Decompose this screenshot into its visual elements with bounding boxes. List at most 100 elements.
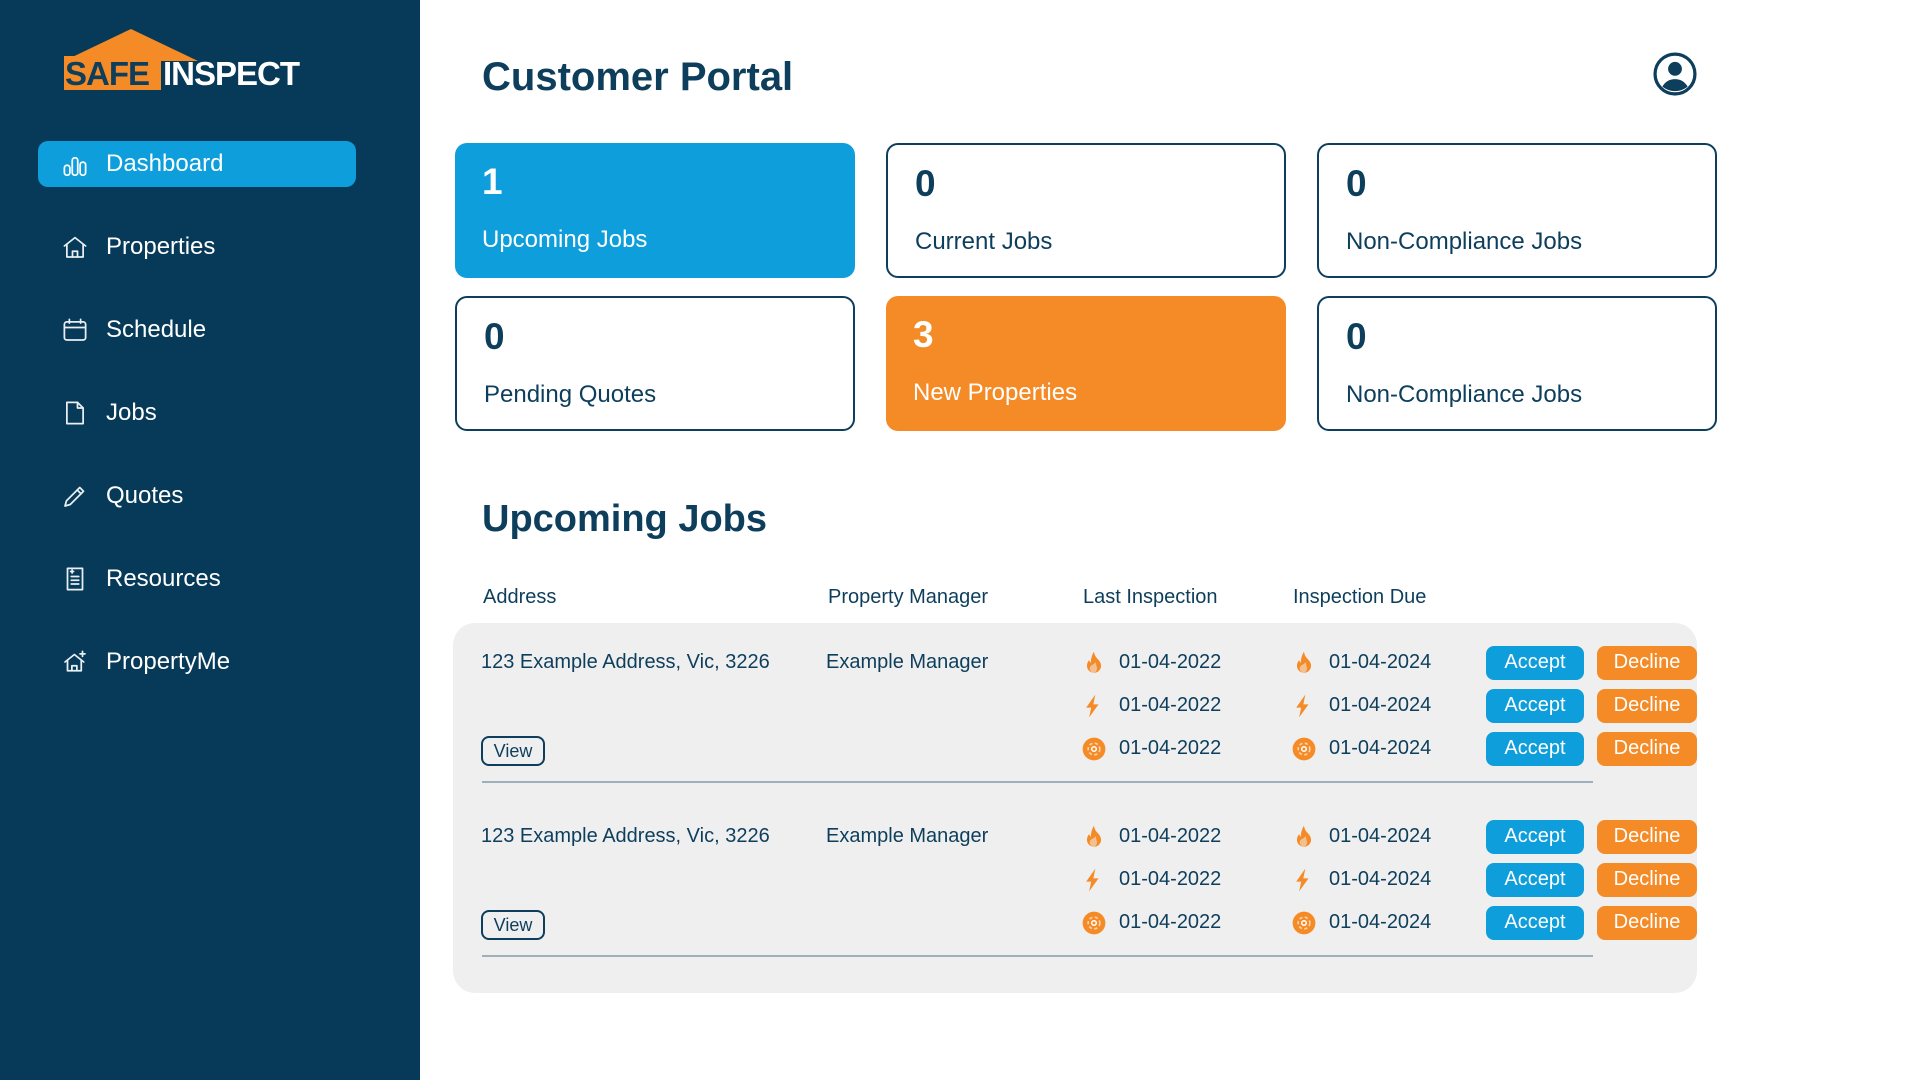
sidebar-item-dashboard[interactable]: Dashboard [38, 141, 356, 187]
document-plus-icon [60, 564, 90, 594]
last-inspection-date: 01-04-2022 [1119, 651, 1222, 673]
sidebar-item-schedule[interactable]: Schedule [38, 307, 356, 353]
view-button[interactable]: View [481, 910, 545, 940]
stat-value: 0 [484, 316, 505, 357]
stat-label: Non-Compliance Jobs [1346, 381, 1583, 408]
sidebar-item-label: Quotes [106, 482, 184, 509]
accept-button[interactable]: Accept [1486, 905, 1584, 940]
sidebar-item-label: Schedule [106, 316, 207, 343]
section-title-upcoming-jobs: Upcoming Jobs [482, 498, 768, 540]
job-address: 123 Example Address, Vic, 3226 [481, 651, 770, 673]
stat-card-non-compliance-jobs[interactable]: 0 Non-Compliance Jobs [1317, 143, 1717, 278]
decline-button[interactable]: Decline [1597, 731, 1697, 766]
address-cell: 123 Example Address, Vic, 3226 View [481, 641, 826, 770]
inspection-due-cell: 01-04-2024 01-04-2024 01-04-2024 [1291, 815, 1486, 944]
safeinspect-logo-icon: SAFE INSPECT [64, 29, 301, 92]
stat-card-current-jobs[interactable]: 0 Current Jobs [886, 143, 1286, 278]
accept-button[interactable]: Accept [1486, 819, 1584, 854]
home-icon [60, 232, 90, 262]
table-header: Address Property Manager Last Inspection… [455, 586, 1699, 609]
sidebar-item-propertyme[interactable]: PropertyMe [38, 639, 356, 685]
brand-logo: SAFE INSPECT [56, 24, 324, 99]
user-avatar-icon [1653, 52, 1697, 96]
decline-button[interactable]: Decline [1597, 819, 1697, 854]
stat-value: 1 [482, 161, 503, 202]
stat-value: 0 [1346, 163, 1367, 204]
inspection-due-date: 01-04-2024 [1329, 737, 1432, 759]
flame-icon [1081, 650, 1107, 676]
jobs-table: 123 Example Address, Vic, 3226 View Exam… [453, 623, 1697, 993]
sidebar-item-jobs[interactable]: Jobs [38, 390, 356, 436]
inspection-due-date: 01-04-2024 [1329, 694, 1432, 716]
flame-icon [1291, 824, 1317, 850]
accept-button[interactable]: Accept [1486, 731, 1584, 766]
stat-card-non-compliance-jobs-2[interactable]: 0 Non-Compliance Jobs [1317, 296, 1717, 431]
table-row: 123 Example Address, Vic, 3226 View Exam… [453, 783, 1697, 944]
last-inspection-date: 01-04-2022 [1119, 694, 1222, 716]
inspection-due-date: 01-04-2024 [1329, 911, 1432, 933]
decline-button[interactable]: Decline [1597, 862, 1697, 897]
stat-label: Non-Compliance Jobs [1346, 228, 1583, 255]
job-address: 123 Example Address, Vic, 3226 [481, 825, 770, 847]
decline-button[interactable]: Decline [1597, 645, 1697, 680]
sidebar-item-properties[interactable]: Properties [38, 224, 356, 270]
inspection-due-date: 01-04-2024 [1329, 825, 1432, 847]
smoke-alarm-icon [1291, 910, 1317, 936]
sidebar-item-label: PropertyMe [106, 648, 231, 675]
job-manager: Example Manager [826, 651, 989, 673]
sidebar-item-resources[interactable]: Resources [38, 556, 356, 602]
sidebar-item-quotes[interactable]: Quotes [38, 473, 356, 519]
stat-label: Upcoming Jobs [482, 226, 648, 253]
bolt-icon [1081, 867, 1107, 893]
smoke-alarm-icon [1291, 736, 1317, 762]
row-divider [482, 955, 1593, 957]
bolt-icon [1291, 867, 1317, 893]
accept-button[interactable]: Accept [1486, 862, 1584, 897]
sidebar-item-label: Jobs [106, 399, 157, 426]
address-cell: 123 Example Address, Vic, 3226 View [481, 815, 826, 944]
stat-label: Current Jobs [915, 228, 1053, 255]
last-inspection-cell: 01-04-2022 01-04-2022 01-04-2022 [1081, 641, 1291, 770]
actions-cell: Accept Decline Accept Decline Accept Dec… [1486, 815, 1697, 944]
flame-icon [1081, 824, 1107, 850]
smoke-alarm-icon [1081, 736, 1107, 762]
stat-card-pending-quotes[interactable]: 0 Pending Quotes [455, 296, 855, 431]
smoke-alarm-icon [1081, 910, 1107, 936]
calendar-icon [60, 315, 90, 345]
stat-value: 3 [913, 314, 934, 355]
column-header-address: Address [483, 586, 557, 608]
inspection-due-cell: 01-04-2024 01-04-2024 01-04-2024 [1291, 641, 1486, 770]
pencil-icon [60, 481, 90, 511]
decline-button[interactable]: Decline [1597, 905, 1697, 940]
sidebar-item-label: Dashboard [106, 150, 224, 177]
column-header-last-inspection: Last Inspection [1083, 586, 1218, 608]
sidebar: SAFE INSPECT Dashboard Properties Schedu… [0, 0, 420, 1080]
stat-card-upcoming-jobs[interactable]: 1 Upcoming Jobs [455, 143, 855, 278]
actions-cell: Accept Decline Accept Decline Accept Dec… [1486, 641, 1697, 770]
sidebar-item-label: Resources [106, 565, 221, 592]
last-inspection-date: 01-04-2022 [1119, 737, 1222, 759]
column-header-property-manager: Property Manager [828, 586, 989, 608]
brand-text-inspect: INSPECT [163, 55, 300, 92]
flame-icon [1291, 650, 1317, 676]
decline-button[interactable]: Decline [1597, 688, 1697, 723]
home-plus-icon [60, 647, 90, 677]
column-header-inspection-due: Inspection Due [1293, 586, 1427, 608]
document-icon [60, 398, 90, 428]
view-button[interactable]: View [481, 736, 545, 766]
last-inspection-date: 01-04-2022 [1119, 825, 1222, 847]
last-inspection-cell: 01-04-2022 01-04-2022 01-04-2022 [1081, 815, 1291, 944]
last-inspection-date: 01-04-2022 [1119, 868, 1222, 890]
stat-label: New Properties [913, 379, 1078, 406]
inspection-due-date: 01-04-2024 [1329, 651, 1432, 673]
stat-card-new-properties[interactable]: 3 New Properties [886, 296, 1286, 431]
user-avatar-button[interactable] [1652, 51, 1698, 97]
stat-value: 0 [915, 163, 936, 204]
sidebar-nav: Dashboard Properties Schedule Jobs Quote… [0, 141, 420, 722]
brand-text-safe: SAFE [65, 55, 149, 92]
table-row: 123 Example Address, Vic, 3226 View Exam… [453, 623, 1697, 770]
accept-button[interactable]: Accept [1486, 645, 1584, 680]
sidebar-item-label: Properties [106, 233, 216, 260]
accept-button[interactable]: Accept [1486, 688, 1584, 723]
job-manager: Example Manager [826, 825, 989, 847]
